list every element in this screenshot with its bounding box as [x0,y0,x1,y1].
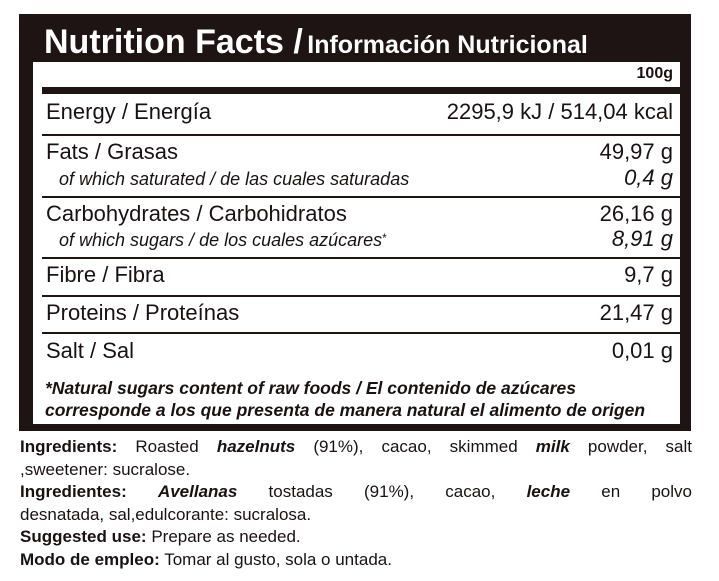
fibre-label: Fibre / Fibra [46,262,165,287]
modo-de-empleo-text: Tomar al gusto, sola o untada. [159,549,392,569]
allergen-avellanas: Avellanas [157,482,238,501]
nutrition-label: Nutrition Facts / Información Nutriciona… [19,14,691,431]
salt-value: 0,01 g [611,338,673,363]
ingredientes-text [127,482,158,501]
footnote: *Natural sugars content of raw foods / E… [33,371,680,424]
footnote-text-1: Natural sugars content of raw foods / El… [51,378,576,398]
footnote-asterisk: * [45,378,52,398]
modo-de-empleo: Modo de empleo: Tomar al gusto, sola o u… [20,549,692,572]
divider [42,134,680,136]
column-header-100g: 100g [636,65,673,82]
fats-label: Fats / Grasas [46,139,179,164]
ingredients-heading: Ingredients: [20,437,118,456]
thick-divider [42,87,680,94]
footnote-line-1: *Natural sugars content of raw foods / E… [45,378,576,399]
title-english: Nutrition Facts / [44,23,303,61]
ingredients-spanish-line-2: desnatada, sal,edulcorante: sucralosa. [20,504,312,524]
allergen-hazelnuts: hazelnuts [216,437,296,456]
fats-value: 49,97 g [599,139,673,164]
divider [42,332,680,334]
suggested-use: Suggested use: Prepare as needed. [20,526,692,549]
sugars-label-text: of which sugars / de los cuales azúcares [59,230,383,250]
carbohydrates-label: Carbohydrates / Carbohidratos [46,201,347,226]
energy-value: 2295,9 kJ / 514,04 kcal [446,99,673,124]
label-title: Nutrition Facts / Información Nutriciona… [44,18,588,66]
nutrition-table: 100g Energy / Energía 2295,9 kJ / 514,04… [33,62,680,371]
ingredientes-heading: Ingredientes: [20,482,127,501]
title-spanish: Información Nutricional [307,31,588,59]
proteins-value: 21,47 g [599,300,673,325]
sugars-value: 8,91 g [611,226,673,251]
ingredientes-text: tostadas (91%), cacao, [237,482,527,501]
fibre-value: 9,7 g [624,262,673,287]
ingredients-section: Ingredients: Roasted hazelnuts (91%), ca… [20,436,692,571]
footnote-line-2: corresponde a los que presenta de manera… [45,400,646,420]
modo-de-empleo-heading: Modo de empleo: [20,549,160,569]
ingredientes-text: en polvo [570,482,692,501]
ingredients-text: powder, salt [569,437,693,456]
suggested-use-text: Prepare as needed. [146,527,301,546]
ingredients-spanish: Ingredientes: Avellanas tostadas (91%), … [20,481,692,504]
saturated-label: of which saturated / de las cuales satur… [59,169,410,189]
ingredients-english: Ingredients: Roasted hazelnuts (91%), ca… [20,436,692,459]
allergen-leche: leche [526,482,571,501]
saturated-value: 0,4 g [624,165,673,190]
sugars-asterisk: * [382,231,387,245]
energy-label: Energy / Energía [46,99,212,124]
sugars-label: of which sugars / de los cuales azúcares… [59,230,387,251]
divider [42,295,680,297]
allergen-milk: milk [535,437,570,456]
ingredients-text: (91%), cacao, skimmed [295,437,536,456]
divider [42,257,680,259]
carbohydrates-value: 26,16 g [599,201,673,226]
ingredients-english-line-2: ,sweetener: sucralose. [20,459,191,479]
suggested-use-heading: Suggested use: [20,527,147,546]
proteins-label: Proteins / Proteínas [46,300,240,325]
salt-label: Salt / Sal [46,338,135,363]
ingredients-text: Roasted [117,437,217,456]
divider [42,196,680,198]
